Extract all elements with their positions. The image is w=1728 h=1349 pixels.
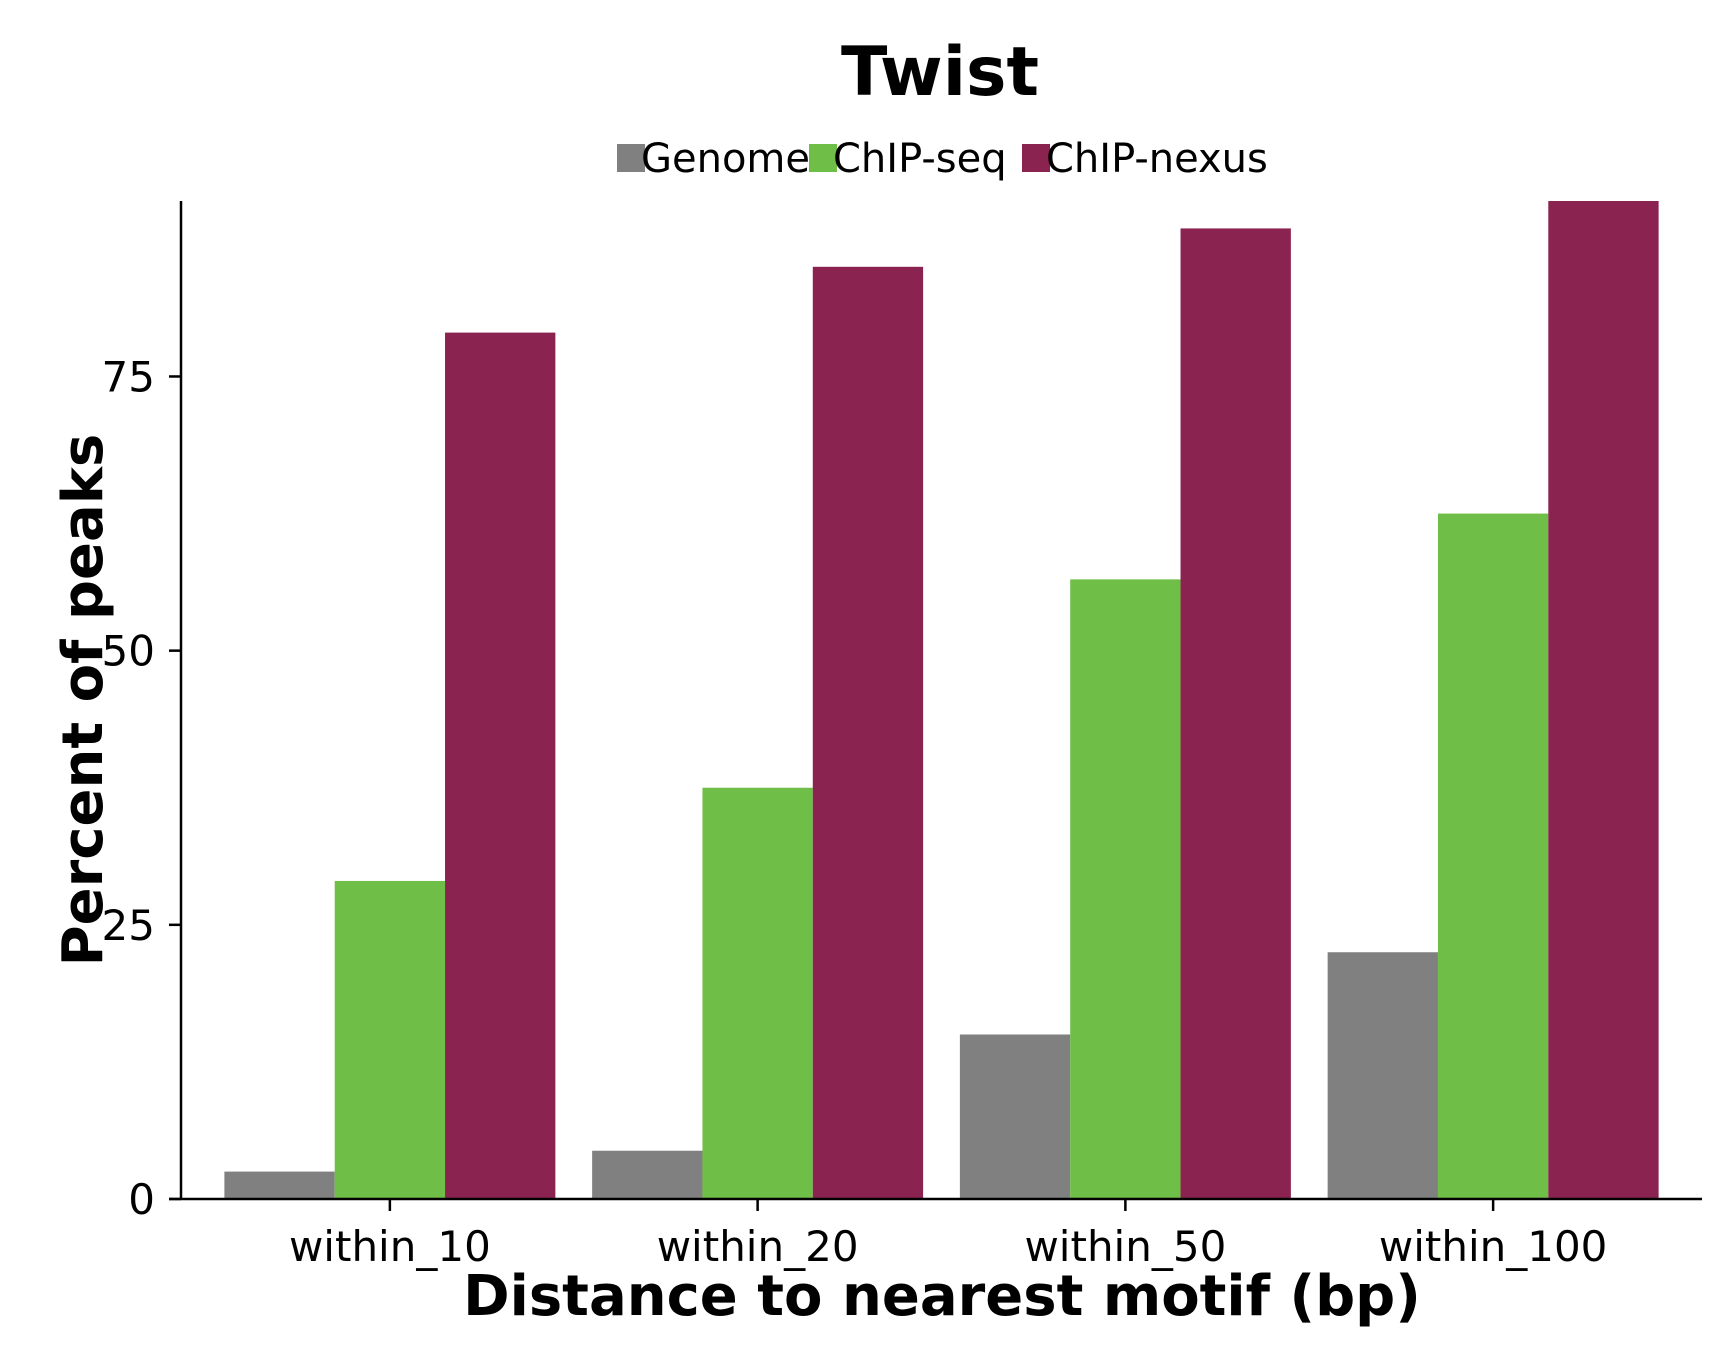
bar-genome-within-10 bbox=[224, 1171, 335, 1199]
legend-item-chip-nexus: ChIP-nexus bbox=[1022, 136, 1268, 182]
legend: Genome ChIP-seq ChIP-nexus bbox=[617, 136, 1268, 182]
bar-chip-seq-within-50 bbox=[1070, 579, 1181, 1199]
x-tick-label: within_50 bbox=[1024, 1222, 1226, 1271]
x-axis-ticks: within_10 within_20 within_50 within_100 bbox=[289, 1199, 1607, 1271]
legend-item-genome: Genome bbox=[617, 136, 810, 182]
bar-chip-nexus-within-50 bbox=[1180, 228, 1291, 1199]
bar-chip-nexus-within-20 bbox=[812, 266, 924, 1199]
bar-chip-seq-within-10 bbox=[334, 880, 446, 1199]
legend-swatch bbox=[809, 144, 837, 172]
y-tick-label: 0 bbox=[128, 1175, 155, 1224]
x-tick-label: within_100 bbox=[1379, 1222, 1608, 1271]
y-axis-title: Percent of peaks bbox=[51, 434, 116, 967]
legend-label: Genome bbox=[641, 136, 810, 182]
bar-chip-seq-within-100 bbox=[1437, 513, 1549, 1199]
bar-genome-within-100 bbox=[1327, 952, 1438, 1199]
legend-item-chip-seq: ChIP-seq bbox=[809, 136, 1007, 182]
x-tick-label: within_20 bbox=[657, 1222, 859, 1271]
bar-genome-within-50 bbox=[959, 1034, 1071, 1199]
bar-genome-within-20 bbox=[592, 1150, 703, 1199]
legend-label: ChIP-seq bbox=[833, 136, 1007, 182]
legend-swatch bbox=[1022, 144, 1050, 172]
bar-chip-seq-within-20 bbox=[702, 787, 813, 1199]
bar-chip-nexus-within-10 bbox=[445, 332, 556, 1200]
y-axis-ticks: 0 25 50 75 bbox=[102, 352, 181, 1224]
y-tick-label: 75 bbox=[102, 352, 155, 401]
y-tick-label: 25 bbox=[102, 901, 155, 950]
legend-label: ChIP-nexus bbox=[1046, 136, 1268, 182]
x-tick-label: within_10 bbox=[289, 1222, 491, 1271]
chart-title: Twist bbox=[841, 33, 1039, 112]
y-tick-label: 50 bbox=[102, 627, 155, 676]
legend-swatch bbox=[617, 144, 645, 172]
bars-group bbox=[224, 201, 1659, 1200]
bar-chip-nexus-within-100 bbox=[1548, 201, 1659, 1199]
x-axis-title: Distance to nearest motif (bp) bbox=[463, 1264, 1421, 1329]
